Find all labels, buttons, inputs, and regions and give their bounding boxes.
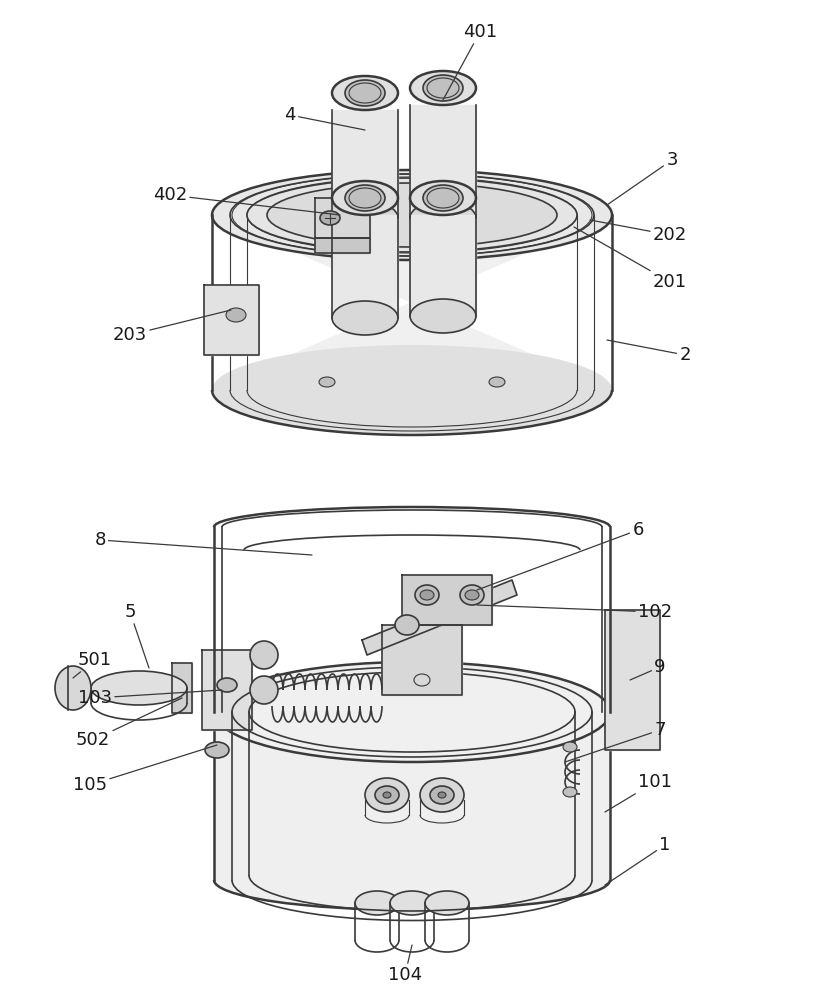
Ellipse shape (563, 742, 577, 752)
Ellipse shape (205, 742, 229, 758)
Ellipse shape (365, 778, 409, 812)
Ellipse shape (423, 185, 463, 211)
Ellipse shape (345, 80, 385, 106)
Text: 5: 5 (124, 603, 149, 668)
Ellipse shape (375, 786, 399, 804)
Polygon shape (315, 238, 370, 253)
Ellipse shape (430, 786, 454, 804)
Text: 1: 1 (605, 836, 671, 885)
Text: 101: 101 (605, 773, 672, 812)
Text: 402: 402 (153, 186, 340, 215)
Text: 102: 102 (477, 603, 672, 621)
Ellipse shape (345, 185, 385, 211)
Polygon shape (315, 198, 370, 238)
Ellipse shape (212, 345, 612, 435)
Ellipse shape (410, 71, 476, 105)
Ellipse shape (460, 585, 484, 605)
Ellipse shape (320, 211, 340, 225)
Ellipse shape (410, 299, 476, 333)
Ellipse shape (415, 585, 439, 605)
Text: 202: 202 (590, 220, 687, 244)
Ellipse shape (383, 792, 391, 798)
Text: 3: 3 (607, 151, 678, 205)
Text: 201: 201 (574, 227, 687, 291)
Text: 2: 2 (607, 340, 691, 364)
Text: 4: 4 (284, 106, 365, 130)
Ellipse shape (55, 666, 91, 710)
Ellipse shape (425, 891, 469, 915)
Ellipse shape (395, 615, 419, 635)
Ellipse shape (319, 377, 335, 387)
Ellipse shape (420, 778, 464, 812)
Polygon shape (214, 712, 610, 910)
Text: 103: 103 (78, 689, 222, 707)
Ellipse shape (250, 676, 278, 704)
Polygon shape (332, 215, 398, 318)
Polygon shape (410, 105, 476, 218)
Polygon shape (202, 650, 252, 730)
Polygon shape (382, 625, 462, 695)
Ellipse shape (91, 671, 187, 705)
Text: 104: 104 (388, 945, 422, 984)
Ellipse shape (420, 590, 434, 600)
Text: 6: 6 (477, 521, 644, 590)
Ellipse shape (438, 792, 446, 798)
Ellipse shape (465, 590, 479, 600)
Polygon shape (212, 215, 612, 435)
Polygon shape (410, 215, 476, 316)
Polygon shape (362, 580, 517, 655)
Ellipse shape (563, 787, 577, 797)
Text: 401: 401 (443, 23, 497, 100)
Text: 502: 502 (76, 698, 182, 749)
Text: 7: 7 (565, 721, 666, 762)
Ellipse shape (489, 377, 505, 387)
Ellipse shape (410, 181, 476, 215)
Polygon shape (172, 663, 192, 713)
Ellipse shape (267, 183, 557, 247)
Text: 105: 105 (73, 745, 217, 794)
Ellipse shape (390, 891, 434, 915)
Ellipse shape (332, 201, 398, 235)
Ellipse shape (332, 181, 398, 215)
Ellipse shape (410, 201, 476, 235)
Text: 8: 8 (94, 531, 312, 555)
Text: 501: 501 (73, 651, 112, 678)
Ellipse shape (247, 178, 577, 252)
Ellipse shape (332, 76, 398, 110)
Ellipse shape (226, 308, 246, 322)
Ellipse shape (423, 75, 463, 101)
Ellipse shape (217, 678, 237, 692)
Polygon shape (402, 575, 492, 625)
Ellipse shape (212, 170, 612, 260)
Polygon shape (605, 610, 660, 750)
Ellipse shape (214, 662, 610, 762)
Text: 203: 203 (113, 310, 231, 344)
Polygon shape (204, 285, 259, 355)
Ellipse shape (332, 301, 398, 335)
Polygon shape (332, 110, 398, 218)
Ellipse shape (250, 641, 278, 669)
Ellipse shape (355, 891, 399, 915)
Text: 9: 9 (630, 658, 666, 680)
